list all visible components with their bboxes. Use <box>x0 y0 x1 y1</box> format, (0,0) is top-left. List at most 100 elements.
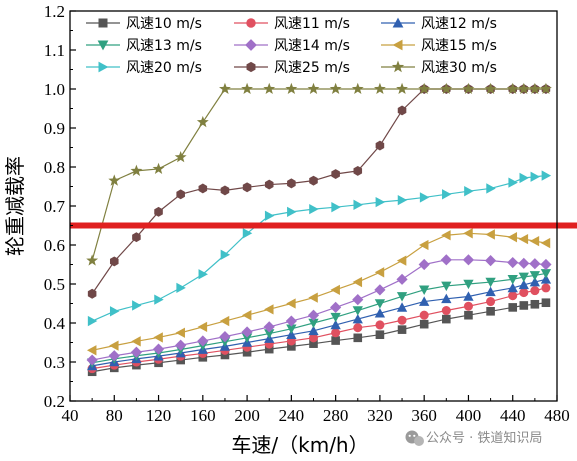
data-point <box>264 179 274 190</box>
data-point <box>331 202 341 213</box>
data-point <box>530 299 540 309</box>
data-point <box>198 183 208 194</box>
data-point <box>462 82 475 95</box>
data-point <box>353 199 363 210</box>
legend-label: 风速14 m/s <box>274 38 350 54</box>
y-tick-label: 0.8 <box>44 158 65 177</box>
data-point <box>131 336 141 347</box>
legend-item: 风速20 m/s <box>86 60 202 76</box>
data-point <box>441 281 452 292</box>
legend-item: 风速12 m/s <box>381 16 497 32</box>
data-point <box>463 291 474 301</box>
data-point <box>419 296 430 306</box>
y-tick-label: 0.6 <box>44 236 65 255</box>
data-point <box>242 182 252 193</box>
data-point <box>528 82 541 95</box>
data-point <box>309 339 318 348</box>
data-point <box>152 343 165 355</box>
data-point <box>418 82 431 95</box>
data-point <box>507 282 518 293</box>
x-tick-label: 160 <box>190 406 216 425</box>
data-point <box>529 271 541 281</box>
legend-label: 风速15 m/s <box>421 38 497 54</box>
x-tick-label: 440 <box>500 406 526 425</box>
data-point <box>397 325 407 334</box>
legend-label: 风速25 m/s <box>274 60 350 76</box>
data-point <box>418 258 430 271</box>
data-point <box>484 82 497 95</box>
series-9 <box>86 82 552 266</box>
data-point <box>307 82 320 95</box>
legend-label: 风速10 m/s <box>126 16 202 32</box>
series-4 <box>86 269 552 368</box>
data-point <box>219 82 231 95</box>
data-point <box>154 294 164 305</box>
legend-item: 风速10 m/s <box>86 16 202 32</box>
data-point <box>541 170 552 181</box>
series-6 <box>86 228 551 356</box>
y-tick-label: 0.4 <box>44 314 66 333</box>
x-tick-label: 400 <box>456 406 482 425</box>
data-point <box>507 256 519 269</box>
data-point <box>242 347 252 357</box>
data-point <box>442 189 452 200</box>
x-tick-label: 360 <box>411 406 437 425</box>
data-point <box>517 82 530 95</box>
legend-marker <box>391 60 405 73</box>
data-point <box>519 172 529 184</box>
legend-item: 风速25 m/s <box>234 60 350 76</box>
data-point <box>397 105 407 116</box>
data-point <box>352 294 364 306</box>
data-point <box>396 82 408 95</box>
x-tick-label: 320 <box>367 406 393 425</box>
x-axis-title: 车速/（km/h） <box>231 433 368 457</box>
data-point <box>519 288 529 298</box>
x-tick-label: 200 <box>234 406 260 425</box>
data-point <box>506 82 519 95</box>
data-point <box>132 232 141 243</box>
data-point <box>463 301 473 311</box>
data-point <box>396 292 408 302</box>
data-point <box>375 330 385 339</box>
data-point <box>464 310 473 320</box>
data-point <box>373 82 386 95</box>
legend: 风速10 m/s 风速11 m/s 风速12 m/s 风速13 m/s 风速14 m/s… <box>86 16 497 76</box>
data-point <box>507 275 518 285</box>
data-point <box>197 335 209 347</box>
data-point <box>397 194 408 206</box>
data-point <box>331 169 340 179</box>
data-point <box>286 324 297 335</box>
series-5 <box>86 254 552 366</box>
data-point <box>508 177 518 188</box>
data-point <box>540 274 552 284</box>
data-point <box>464 186 474 197</box>
data-point <box>130 346 142 358</box>
data-point <box>264 304 274 315</box>
data-point <box>352 276 363 288</box>
data-point <box>374 267 385 278</box>
data-point <box>541 298 551 308</box>
data-point <box>540 258 552 271</box>
data-point <box>86 354 98 366</box>
data-point <box>308 325 319 336</box>
legend-marker <box>246 61 256 73</box>
data-point <box>264 344 274 354</box>
data-point <box>351 82 364 95</box>
data-point <box>264 210 275 221</box>
data-point <box>263 321 275 333</box>
series-line <box>92 232 547 351</box>
data-point <box>374 299 386 309</box>
data-point <box>374 308 386 318</box>
data-point <box>485 286 496 297</box>
data-point <box>485 277 496 288</box>
data-point <box>375 140 385 151</box>
x-tick-label: 120 <box>146 406 172 425</box>
series-8 <box>87 84 551 299</box>
y-tick-label: 1.0 <box>44 80 65 99</box>
data-point <box>87 288 97 299</box>
x-tick-label: 40 <box>62 406 79 425</box>
y-tick-label: 0.9 <box>44 119 65 138</box>
data-point <box>86 345 97 356</box>
data-point <box>529 235 540 247</box>
data-point <box>220 350 230 360</box>
